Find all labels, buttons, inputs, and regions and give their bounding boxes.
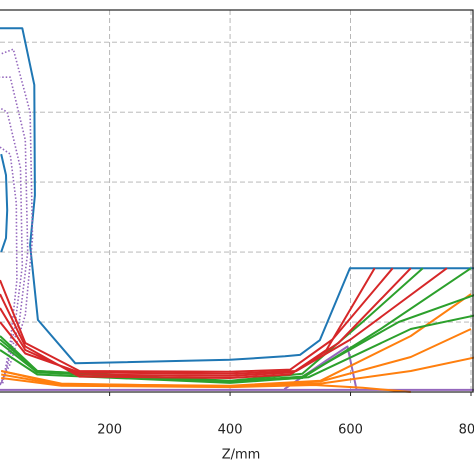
trajectory — [0, 48, 34, 386]
frame — [0, 9, 474, 393]
x-tick-label: 600 — [338, 423, 363, 438]
trajectory — [0, 153, 9, 253]
trajectory — [0, 267, 448, 375]
plot-area — [0, 10, 474, 393]
trajectory — [0, 293, 472, 387]
x-tick-label: 800 — [459, 423, 474, 438]
trajectory — [0, 267, 472, 383]
trajectory — [0, 294, 474, 383]
trajectory — [0, 267, 424, 382]
trajectory — [1, 377, 411, 393]
trajectory — [0, 267, 394, 373]
x-axis-label: Z/mm — [222, 448, 261, 463]
x-tick-label: 400 — [218, 423, 243, 438]
x-tick-label: 200 — [97, 423, 122, 438]
trajectory — [0, 267, 412, 377]
trajectory — [0, 27, 474, 365]
trajectory — [0, 107, 24, 386]
trajectory — [0, 314, 474, 384]
